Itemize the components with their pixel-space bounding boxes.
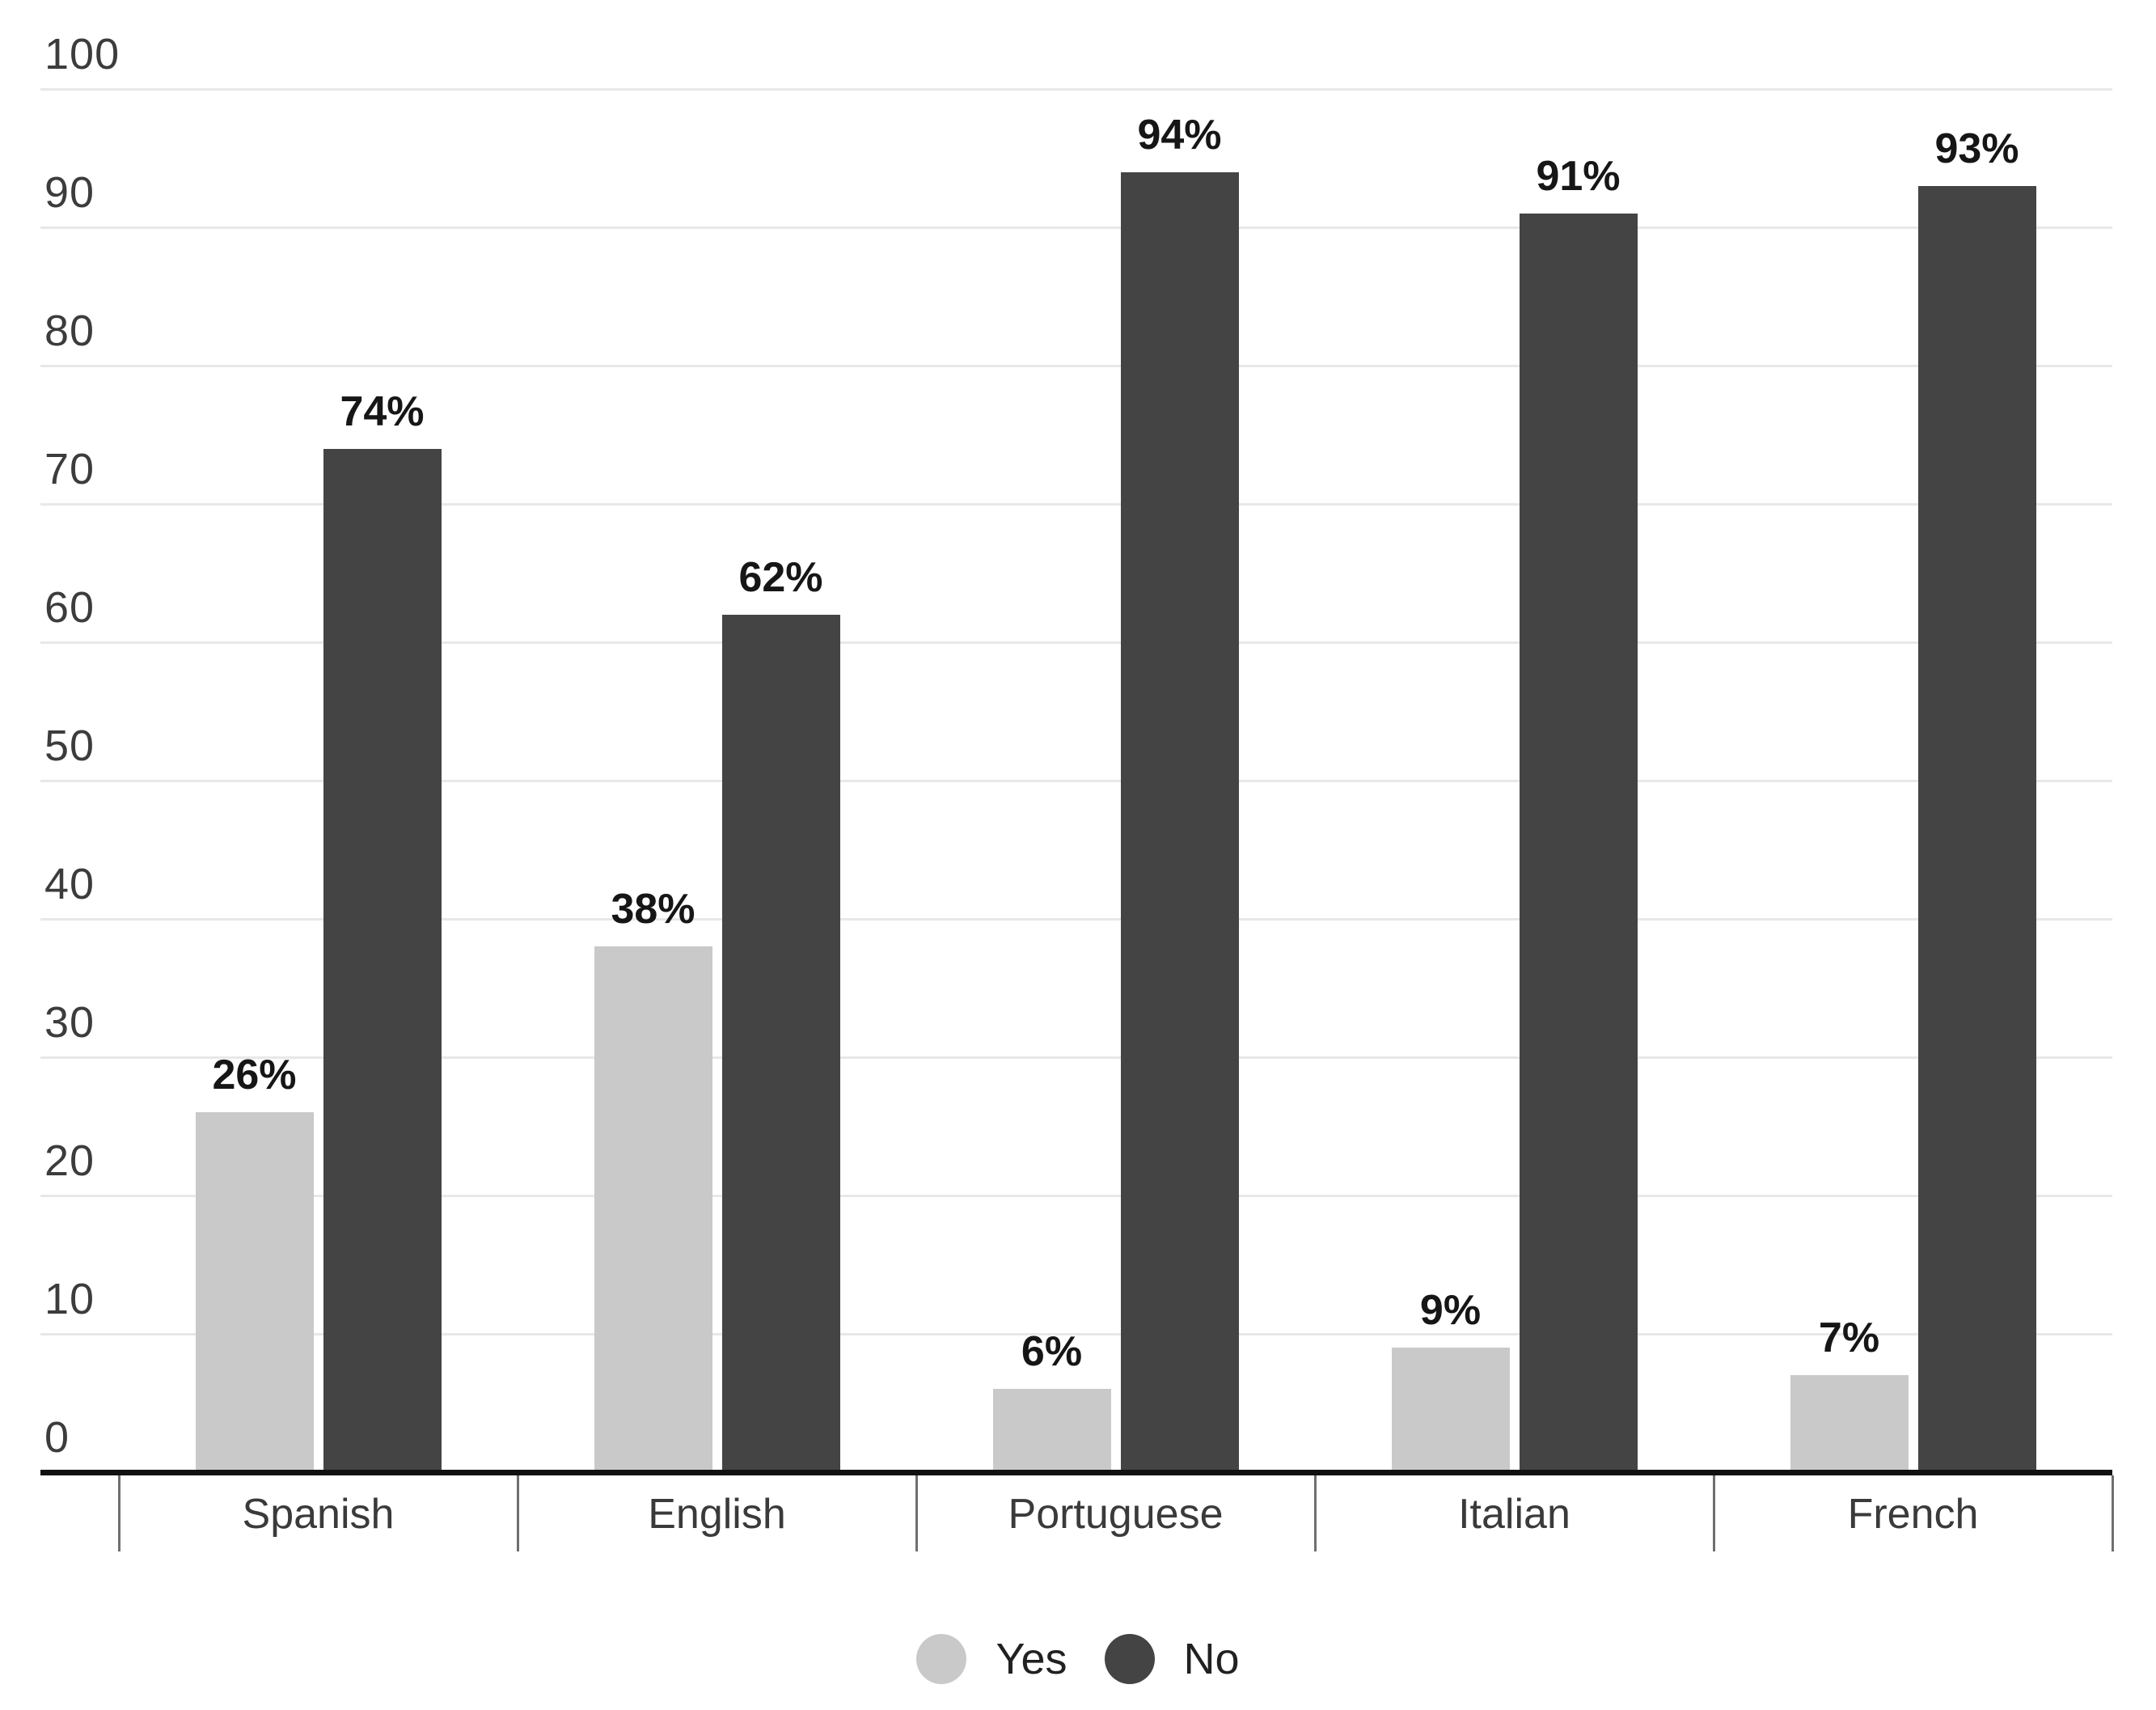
- y-axis-tick-label: 90: [44, 168, 95, 217]
- bar-yes-french: [1790, 1375, 1909, 1472]
- gridline: [40, 502, 2112, 506]
- y-axis-tick-label: 10: [44, 1275, 95, 1323]
- y-axis-tick-label: 20: [44, 1136, 95, 1185]
- y-axis-tick-label: 70: [44, 445, 95, 493]
- y-axis-tick-label: 50: [44, 722, 95, 770]
- y-axis-tick-label: 0: [44, 1413, 70, 1462]
- gridline: [40, 641, 2112, 644]
- y-axis-tick-label: 60: [44, 583, 95, 632]
- x-axis-category-label: Italian: [1458, 1491, 1570, 1538]
- x-axis-tick: [1313, 1475, 1317, 1551]
- bar-yes-spanish: [195, 1112, 314, 1472]
- legend-label-no: No: [1183, 1635, 1240, 1683]
- yes-series-swatch-icon: [916, 1634, 967, 1684]
- y-axis-tick-label: 100: [44, 30, 120, 78]
- gridline: [40, 779, 2112, 782]
- value-label: 38%: [611, 886, 695, 933]
- value-label: 6%: [1021, 1328, 1083, 1376]
- value-label: 7%: [1818, 1314, 1880, 1362]
- gridline: [40, 364, 2112, 367]
- gridline: [40, 1194, 2112, 1197]
- x-axis-category-label: French: [1847, 1491, 1979, 1538]
- bar-yes-italian: [1391, 1348, 1510, 1472]
- legend-label-yes: Yes: [996, 1635, 1067, 1683]
- value-label: 94%: [1137, 111, 1222, 159]
- x-axis-tick: [117, 1475, 120, 1551]
- value-label: 9%: [1419, 1287, 1482, 1335]
- bar-yes-portuguese: [992, 1389, 1111, 1472]
- value-label: 91%: [1536, 152, 1621, 200]
- x-axis-category-label: Spanish: [242, 1491, 395, 1538]
- y-axis-tick-label: 30: [44, 998, 95, 1047]
- value-label: 74%: [340, 387, 425, 435]
- bar-no-french: [1917, 185, 2036, 1472]
- gridline: [40, 917, 2112, 921]
- bar-yes-english: [594, 946, 712, 1472]
- x-axis-tick: [516, 1475, 519, 1551]
- gridline: [40, 1332, 2112, 1335]
- y-axis-tick-label: 40: [44, 860, 95, 908]
- value-label: 62%: [738, 553, 823, 601]
- x-axis-tick: [1712, 1475, 1715, 1551]
- no-series-swatch-icon: [1104, 1634, 1155, 1684]
- value-label: 93%: [1934, 125, 2019, 172]
- x-axis-tick: [915, 1475, 918, 1551]
- gridline: [40, 226, 2112, 229]
- bar-no-english: [721, 614, 840, 1472]
- value-label: 26%: [212, 1052, 297, 1099]
- bar-no-portuguese: [1120, 171, 1239, 1472]
- gridline: [40, 1056, 2112, 1059]
- x-axis-category-label: Portuguese: [1008, 1491, 1224, 1538]
- legend-item-no: No: [1104, 1634, 1240, 1684]
- x-axis-tick: [2111, 1475, 2114, 1551]
- x-axis-line: [40, 1470, 2112, 1475]
- legend-item-yes: Yes: [916, 1634, 1067, 1684]
- x-axis-category-label: English: [648, 1491, 786, 1538]
- y-axis-tick-label: 80: [44, 307, 95, 355]
- gridline: [40, 87, 2112, 91]
- bar-no-italian: [1519, 213, 1638, 1472]
- bar-no-spanish: [323, 448, 442, 1472]
- legend: Yes No: [0, 1615, 2156, 1704]
